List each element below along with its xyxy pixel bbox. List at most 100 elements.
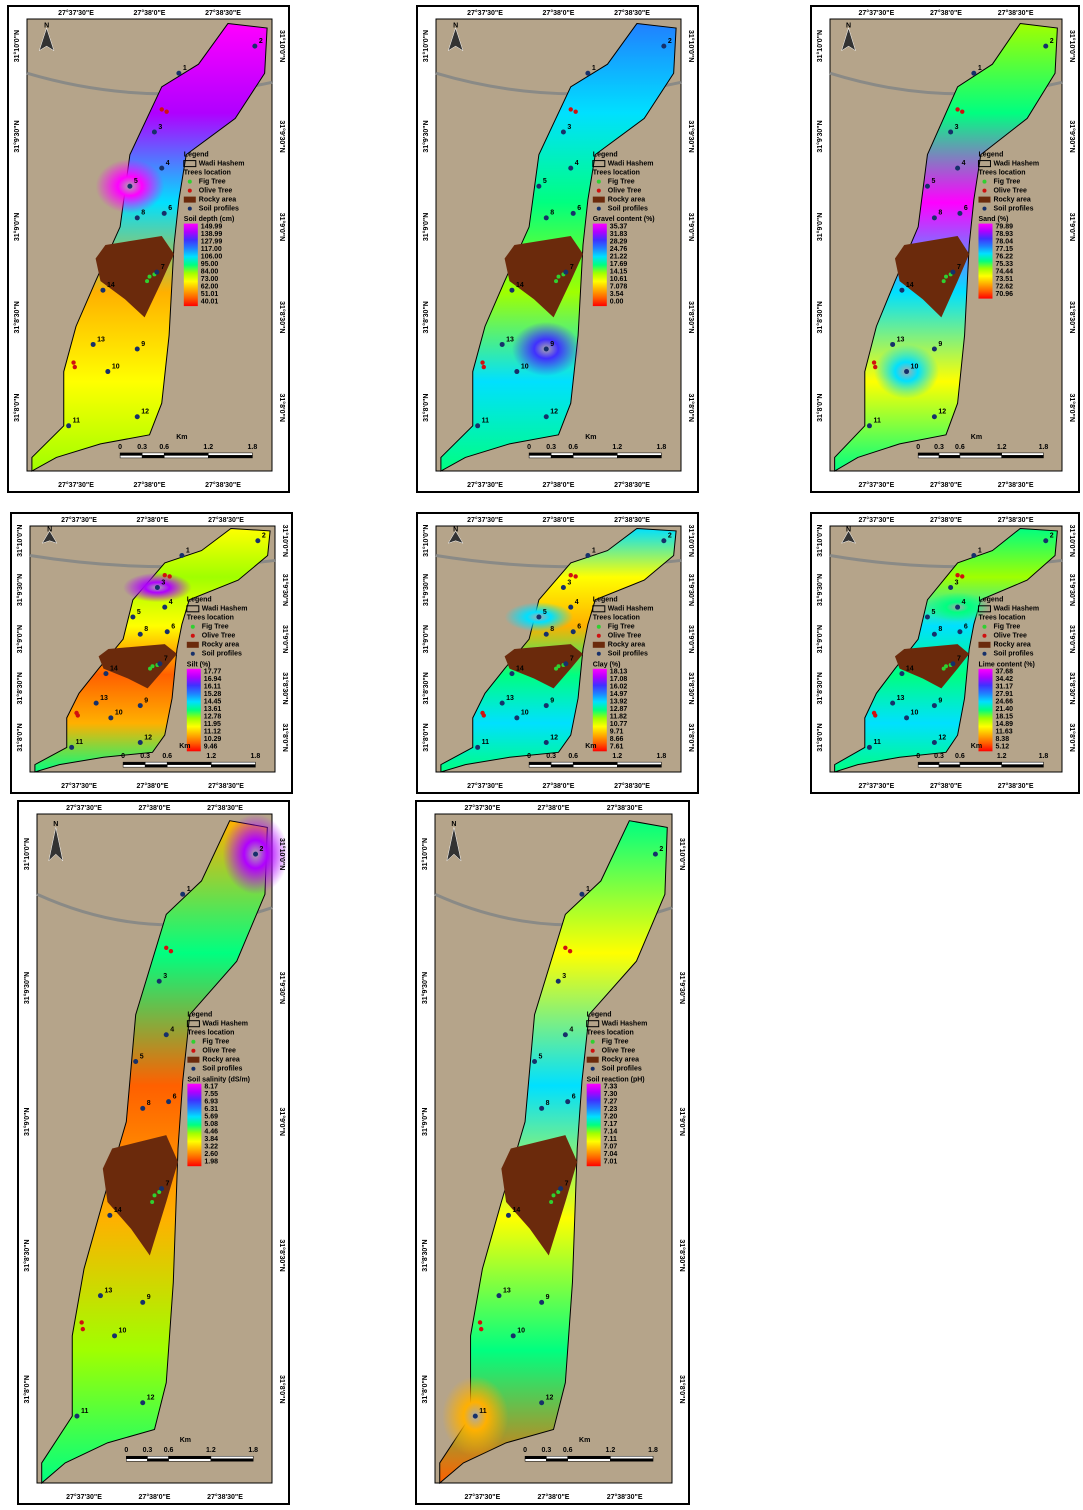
legend-rocky-swatch bbox=[187, 1057, 199, 1063]
scale-segment bbox=[211, 1456, 253, 1459]
soil-profile bbox=[154, 270, 159, 275]
legend-olive-swatch bbox=[597, 634, 601, 638]
legend-class-label: 31.17 bbox=[995, 684, 1013, 691]
scale-segment bbox=[573, 765, 617, 768]
soil-profile bbox=[536, 615, 541, 620]
scale-segment bbox=[960, 765, 1002, 768]
scale-segment bbox=[939, 765, 960, 768]
soil-profile bbox=[1043, 44, 1048, 49]
x-coord-label: 27°38'0"E bbox=[930, 9, 962, 17]
soil-profile bbox=[904, 369, 909, 374]
y-coord-label: 31°9'30"N bbox=[281, 574, 289, 606]
scale-segment bbox=[1002, 453, 1044, 456]
legend-class-label: 7.17 bbox=[604, 1121, 618, 1128]
profile-label: 8 bbox=[147, 1100, 151, 1107]
profile-label: 7 bbox=[570, 264, 574, 271]
legend-ramp bbox=[184, 224, 198, 307]
legend-class-label: 8.38 bbox=[995, 736, 1009, 743]
y-coord-label: 31°9'30"N bbox=[16, 574, 24, 606]
y-coord-label: 31°8'0"N bbox=[816, 723, 824, 751]
scale-segment bbox=[167, 762, 211, 765]
scale-unit: Km bbox=[579, 1437, 590, 1444]
profile-label: 5 bbox=[931, 609, 935, 616]
soil-profile bbox=[899, 671, 904, 676]
x-coord-label: 27°38'30"E bbox=[998, 481, 1034, 489]
olive-tree bbox=[569, 573, 573, 577]
map-panel: 1234567891011121314N27°37'30"E27°37'30"E… bbox=[810, 5, 1080, 493]
y-coord-label: 31°10'0"N bbox=[23, 838, 31, 870]
legend-profile-swatch bbox=[982, 207, 986, 211]
y-coord-label: 31°9'0"N bbox=[422, 625, 430, 653]
scale-tick-label: 1.8 bbox=[648, 1447, 658, 1454]
profile-label: 1 bbox=[592, 65, 596, 72]
north-label: N bbox=[846, 23, 851, 30]
scale-tick-label: 0.6 bbox=[164, 1447, 174, 1454]
x-coord-label: 27°37'30"E bbox=[858, 481, 894, 489]
legend-class-label: 2.60 bbox=[204, 1151, 218, 1158]
profile-label: 11 bbox=[873, 418, 881, 425]
y-coord-label: 31°10'0"N bbox=[1068, 525, 1076, 557]
scale-segment bbox=[568, 1459, 611, 1462]
legend-class-label: 73.00 bbox=[201, 276, 219, 283]
scale-segment bbox=[546, 1459, 567, 1462]
y-coord-label: 31°9'0"N bbox=[421, 1108, 429, 1136]
legend-olive-swatch bbox=[191, 634, 195, 638]
y-coord-label: 31°8'0"N bbox=[816, 394, 824, 422]
fig-tree bbox=[944, 275, 948, 279]
x-coord-label: 27°37'30"E bbox=[858, 782, 894, 790]
profile-label: 11 bbox=[76, 739, 84, 746]
legend-item: Soil profiles bbox=[608, 651, 648, 658]
profile-label: 7 bbox=[161, 264, 165, 271]
scale-segment bbox=[142, 455, 164, 458]
profile-label: 11 bbox=[81, 1408, 89, 1415]
legend-class-label: 7.30 bbox=[604, 1091, 618, 1098]
scale-segment bbox=[208, 455, 252, 458]
legend-rocky-swatch bbox=[978, 197, 990, 203]
legend-item: Trees location bbox=[184, 169, 231, 176]
legend-profile-swatch bbox=[597, 652, 601, 656]
legend-class-label: 40.01 bbox=[201, 298, 219, 305]
profile-label: 6 bbox=[964, 624, 968, 631]
map-panel: 1234567891011121314N27°37'30"E27°37'30"E… bbox=[416, 512, 699, 794]
scale-segment bbox=[120, 453, 142, 456]
legend-class-label: 16.94 bbox=[204, 676, 222, 683]
profile-label: 14 bbox=[906, 282, 914, 289]
scale-segment bbox=[610, 1456, 653, 1459]
legend-item: Trees location bbox=[978, 169, 1025, 176]
soil-profile bbox=[138, 632, 143, 637]
legend-class-label: 0.00 bbox=[610, 298, 624, 305]
y-coord-label: 31°8'0"N bbox=[422, 723, 430, 751]
legend-class-label: 3.22 bbox=[204, 1144, 218, 1151]
profile-label: 8 bbox=[550, 210, 554, 217]
scale-tick-label: 0.6 bbox=[568, 753, 578, 760]
soil-profile bbox=[932, 346, 937, 351]
y-coord-label: 31°10'0"N bbox=[16, 525, 24, 557]
profile-label: 3 bbox=[161, 579, 165, 586]
x-coord-label: 27°38'0"E bbox=[543, 516, 575, 524]
olive-tree bbox=[573, 109, 577, 113]
legend-class-label: 74.44 bbox=[995, 268, 1013, 275]
soil-profile bbox=[544, 414, 549, 419]
legend-class-label: 24.76 bbox=[610, 246, 628, 253]
soil-profile bbox=[568, 605, 573, 610]
map-panel: 1234567891011121314N27°37'30"E27°37'30"E… bbox=[415, 800, 690, 1505]
y-coord-label: 31°8'30"N bbox=[13, 301, 21, 333]
scale-segment bbox=[525, 1456, 546, 1459]
scale-tick-label: 0.3 bbox=[934, 753, 944, 760]
y-coord-label: 31°9'30"N bbox=[1068, 574, 1076, 606]
scale-tick-label: 0 bbox=[916, 444, 920, 451]
soil-profile bbox=[948, 585, 953, 590]
y-coord-label: 31°9'0"N bbox=[278, 1108, 286, 1136]
y-coord-label: 31°10'0"N bbox=[422, 525, 430, 557]
scale-segment bbox=[610, 1459, 653, 1462]
profile-label: 1 bbox=[187, 886, 191, 893]
scale-segment bbox=[123, 762, 145, 765]
x-coord-label: 27°37'30"E bbox=[61, 516, 97, 524]
legend-ramp bbox=[978, 224, 992, 299]
scale-tick-label: 1.8 bbox=[251, 753, 261, 760]
scale-segment bbox=[960, 762, 1002, 765]
soil-profile bbox=[165, 629, 170, 634]
y-coord-label: 31°8'0"N bbox=[278, 1375, 286, 1403]
profile-label: 12 bbox=[141, 409, 149, 416]
legend-map-title: Soil reaction (pH) bbox=[587, 1076, 645, 1083]
